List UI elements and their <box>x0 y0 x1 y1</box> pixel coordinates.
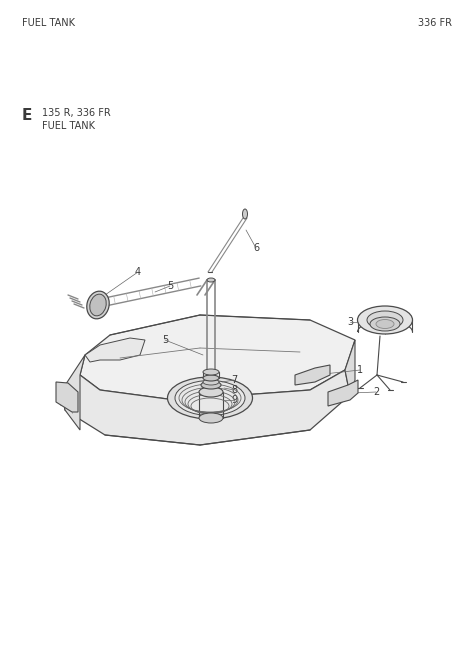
Text: 5: 5 <box>162 335 168 345</box>
Text: 5: 5 <box>167 281 173 291</box>
Text: 7: 7 <box>231 375 237 385</box>
Polygon shape <box>85 338 145 362</box>
Ellipse shape <box>87 291 109 319</box>
Polygon shape <box>62 370 350 445</box>
Ellipse shape <box>175 381 245 415</box>
Polygon shape <box>80 315 355 400</box>
Ellipse shape <box>203 369 219 375</box>
Text: 8: 8 <box>231 385 237 395</box>
Text: 3: 3 <box>347 317 353 327</box>
Polygon shape <box>345 340 355 395</box>
Text: 135 R, 336 FR: 135 R, 336 FR <box>42 108 111 118</box>
Ellipse shape <box>367 311 403 329</box>
Text: FUEL TANK: FUEL TANK <box>22 18 75 28</box>
Text: 4: 4 <box>135 267 141 277</box>
Polygon shape <box>62 355 85 430</box>
Ellipse shape <box>199 387 223 397</box>
Ellipse shape <box>90 294 106 316</box>
Polygon shape <box>56 382 78 412</box>
Text: 2: 2 <box>373 387 379 397</box>
Polygon shape <box>295 365 330 385</box>
Ellipse shape <box>199 413 223 423</box>
Polygon shape <box>328 380 358 406</box>
Text: E: E <box>22 108 32 123</box>
Ellipse shape <box>357 306 412 334</box>
Ellipse shape <box>243 209 247 219</box>
Ellipse shape <box>203 379 219 385</box>
Text: 1: 1 <box>357 365 363 375</box>
Ellipse shape <box>376 320 394 328</box>
Text: FUEL TANK: FUEL TANK <box>42 121 95 131</box>
Text: 9: 9 <box>231 395 237 405</box>
Ellipse shape <box>201 381 221 389</box>
Ellipse shape <box>370 317 400 331</box>
Text: 336 FR: 336 FR <box>418 18 452 28</box>
Ellipse shape <box>167 377 253 419</box>
Ellipse shape <box>203 375 219 381</box>
Text: 6: 6 <box>253 243 259 253</box>
Ellipse shape <box>207 278 215 282</box>
